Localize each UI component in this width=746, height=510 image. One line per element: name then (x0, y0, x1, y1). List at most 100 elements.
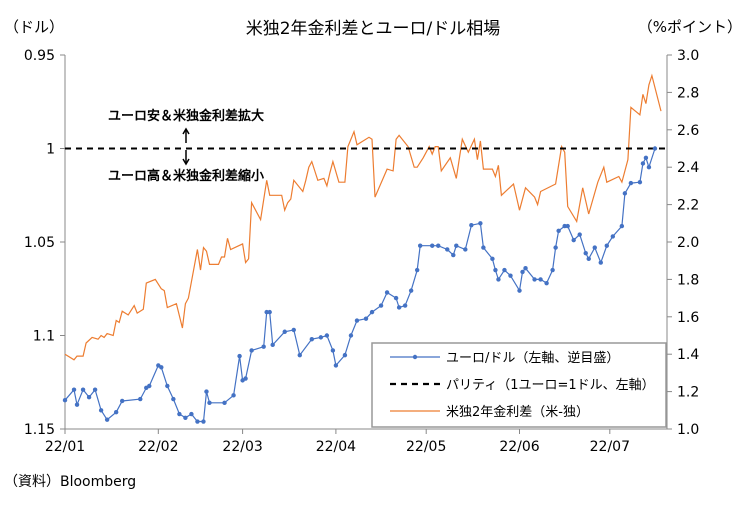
legend: ユーロ/ドル（左軸、逆目盛） パリティ（1ユーロ=1ドル、左軸） 米独2年金利差（米… (371, 342, 667, 428)
data-point (454, 243, 459, 248)
data-point (264, 309, 269, 315)
right-tick-label: 1.0 (677, 422, 699, 438)
data-point (523, 265, 528, 271)
left-tick-label: 1 (46, 142, 55, 158)
right-tick-label: 1.4 (677, 347, 699, 363)
data-point (493, 267, 498, 273)
data-point (195, 419, 200, 424)
data-point (297, 352, 302, 358)
left-tick-label: 1.15 (24, 422, 55, 438)
data-point (628, 180, 634, 186)
data-point (309, 337, 315, 342)
data-point (147, 383, 152, 389)
annotation-euro-strong: ユーロ高＆米独金利差縮小 (108, 168, 264, 184)
up-arrow-icon (182, 127, 190, 143)
data-point (98, 408, 104, 413)
data-point (249, 348, 254, 353)
axes: 0.95 1 1.05 1.1 1.15 3.0 2.8 2.6 2.4 2.2 2.0 1.8 1.6… (24, 48, 700, 455)
annotation-euro-weak: ユーロ安＆米独金利差拡大 (108, 108, 264, 124)
data-point (496, 277, 501, 282)
data-point (463, 247, 468, 252)
right-tick-label: 2.2 (677, 198, 699, 214)
left-tick-label: 0.95 (24, 48, 55, 64)
data-point (201, 419, 206, 424)
data-point (598, 260, 603, 265)
right-tick-label: 2.0 (677, 235, 699, 251)
data-point (119, 398, 125, 404)
data-point (183, 415, 188, 420)
data-point (342, 352, 348, 358)
x-tick-label: 22/06 (499, 439, 539, 455)
data-point (481, 245, 486, 250)
data-point (204, 389, 209, 394)
right-tick-label: 2.4 (677, 160, 699, 176)
x-tick-label: 22/07 (590, 439, 630, 455)
data-point (104, 417, 110, 422)
data-point (517, 288, 522, 293)
data-point (502, 267, 507, 273)
right-tick-label: 2.6 (677, 123, 699, 139)
data-point (571, 237, 576, 243)
data-point (378, 303, 384, 308)
data-point (222, 400, 227, 406)
legend-label: 米独2年金利差（米-独） (446, 404, 589, 420)
data-point (490, 256, 495, 262)
data-point (270, 342, 275, 348)
down-arrow-icon (182, 150, 190, 166)
right-tick-label: 1.2 (677, 385, 699, 401)
data-point (604, 243, 609, 248)
left-tick-label: 1.05 (24, 235, 55, 251)
data-point (417, 243, 423, 248)
data-point (282, 329, 287, 334)
right-tick-label: 1.8 (677, 272, 699, 288)
data-point (86, 395, 92, 400)
plot-area (62, 73, 667, 424)
data-point (363, 316, 369, 321)
data-point (189, 411, 194, 417)
data-point (291, 327, 296, 333)
data-point (333, 363, 339, 368)
data-point (583, 251, 588, 256)
data-point (369, 309, 375, 315)
data-point (267, 309, 272, 315)
data-point (408, 288, 414, 293)
data-point (469, 222, 474, 228)
data-point (74, 402, 80, 407)
data-point (324, 333, 330, 338)
data-point (646, 165, 652, 170)
data-point (652, 146, 658, 151)
data-point (414, 267, 420, 273)
data-point (619, 223, 625, 229)
data-point (138, 396, 143, 402)
data-point (643, 155, 649, 161)
data-point (261, 344, 266, 349)
data-point (92, 387, 98, 392)
source-note: （資料）Bloomberg (4, 474, 136, 490)
data-point (71, 387, 77, 392)
right-tick-label: 1.6 (677, 310, 699, 326)
data-point (445, 247, 450, 252)
data-point (430, 243, 435, 248)
data-point (532, 277, 537, 282)
data-point (231, 393, 236, 398)
data-point (80, 387, 86, 392)
data-point (165, 383, 170, 389)
data-point (393, 295, 399, 301)
data-point (402, 303, 408, 308)
data-point (592, 245, 597, 250)
data-point (637, 179, 643, 185)
data-point (508, 273, 513, 278)
series-line-2 (64, 73, 662, 361)
data-point (171, 396, 176, 402)
data-point (565, 223, 570, 229)
x-tick-label: 22/02 (138, 439, 178, 455)
data-point (553, 245, 558, 250)
legend-label: パリティ（1ユーロ=1ドル、左軸） (446, 378, 655, 393)
data-point (556, 228, 561, 233)
data-point (436, 243, 441, 248)
legend-marker (412, 354, 418, 360)
data-point (538, 277, 543, 282)
data-point (237, 353, 242, 359)
x-tick-label: 22/01 (45, 439, 85, 455)
data-point (243, 376, 248, 381)
